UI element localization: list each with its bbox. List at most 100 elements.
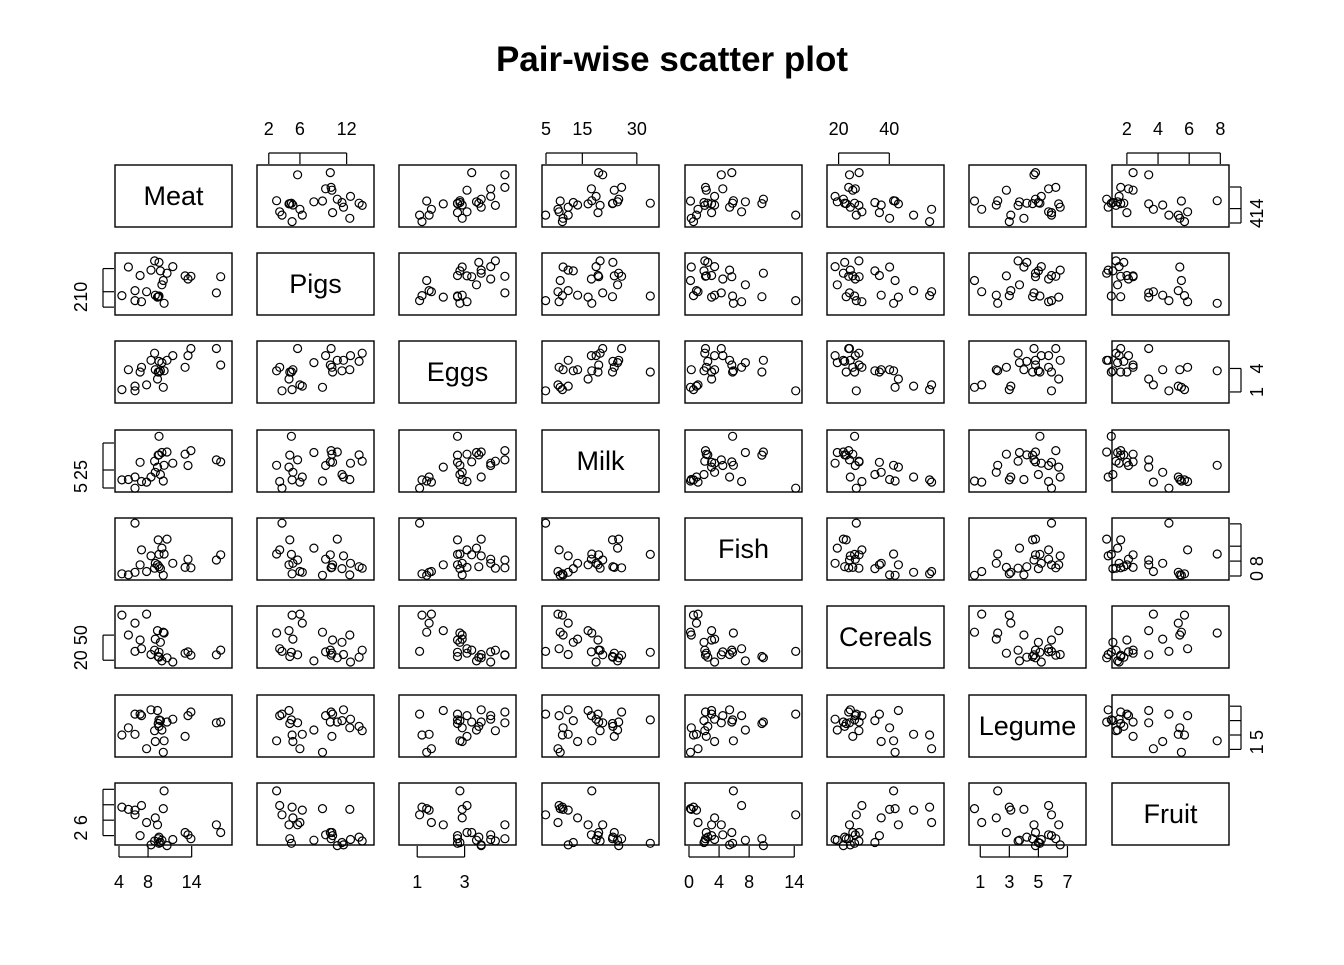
point-meat-milk-10 bbox=[558, 213, 568, 223]
point-fish-legume-24 bbox=[1004, 569, 1014, 579]
point-milk-legume-1 bbox=[1013, 456, 1023, 466]
point-fruit-milk-1 bbox=[595, 836, 605, 846]
point-eggs-legume-5 bbox=[1030, 355, 1041, 365]
point-pigs-milk-6 bbox=[563, 265, 573, 275]
point-fish-fruit-5 bbox=[1102, 534, 1112, 544]
point-cereals-pigs-17 bbox=[297, 618, 307, 628]
point-fish-fruit-23 bbox=[1114, 558, 1124, 568]
point-eggs-cereals-14 bbox=[841, 367, 851, 377]
point-fish-meat-20 bbox=[180, 562, 190, 573]
point-milk-pigs-13 bbox=[354, 450, 364, 460]
point-cereals-pigs-6 bbox=[338, 649, 349, 660]
point-fish-meat-11 bbox=[186, 563, 196, 573]
point-fish-legume-7 bbox=[1035, 549, 1045, 560]
point-cereals-meat-24 bbox=[117, 610, 127, 620]
point-legume-fish-6 bbox=[724, 705, 735, 715]
point-milk-cereals-4 bbox=[870, 469, 880, 480]
point-fruit-legume-1 bbox=[1013, 836, 1023, 846]
point-eggs-fruit-8 bbox=[1128, 360, 1138, 370]
point-fish-cereals-24 bbox=[924, 569, 935, 579]
point-pigs-fish-17 bbox=[691, 286, 702, 296]
point-cereals-eggs-16 bbox=[415, 646, 425, 657]
point-legume-fish-18 bbox=[736, 710, 747, 721]
point-pigs-eggs-24 bbox=[417, 291, 427, 301]
point-legume-fruit-22 bbox=[1144, 705, 1154, 716]
point-fruit-eggs-11 bbox=[500, 834, 510, 844]
point-fish-milk-18 bbox=[554, 545, 564, 555]
point-fish-legume-22 bbox=[1054, 560, 1064, 570]
point-legume-fish-22 bbox=[706, 705, 717, 716]
point-pigs-meat-19 bbox=[157, 280, 167, 290]
point-eggs-milk-9 bbox=[587, 366, 597, 376]
panel-fish-vs-cereals bbox=[826, 517, 945, 581]
point-legume-pigs-18 bbox=[275, 710, 285, 721]
point-eggs-meat-11 bbox=[186, 343, 196, 354]
point-fruit-milk-11 bbox=[616, 834, 627, 844]
point-milk-meat-16 bbox=[130, 483, 140, 493]
tick-label-right-fish-1: 8 bbox=[1247, 556, 1267, 566]
point-eggs-pigs-0 bbox=[317, 382, 328, 392]
point-eggs-fruit-14 bbox=[1116, 367, 1126, 377]
point-pigs-legume-9 bbox=[993, 298, 1003, 308]
point-cereals-fruit-23 bbox=[1114, 657, 1124, 667]
point-fruit-cereals-16 bbox=[851, 810, 861, 820]
point-meat-fruit-21 bbox=[1144, 170, 1154, 180]
point-cereals-eggs-17 bbox=[424, 618, 434, 628]
point-fruit-legume-24 bbox=[1004, 802, 1014, 812]
point-milk-eggs-11 bbox=[500, 446, 510, 456]
point-cereals-meat-18 bbox=[136, 644, 147, 654]
point-cereals-fish-23 bbox=[709, 657, 720, 667]
panel-eggs-vs-pigs bbox=[256, 340, 375, 404]
point-meat-legume-10 bbox=[1019, 213, 1029, 223]
point-eggs-fruit-11 bbox=[1116, 343, 1126, 354]
point-meat-eggs-15 bbox=[452, 208, 463, 218]
point-legume-pigs-12 bbox=[288, 736, 298, 747]
point-fruit-eggs-24 bbox=[417, 802, 427, 812]
point-fish-milk-17 bbox=[563, 567, 573, 577]
point-pigs-meat-20 bbox=[180, 271, 190, 281]
panel-eggs-vs-milk bbox=[541, 340, 660, 404]
point-legume-pigs-10 bbox=[345, 723, 355, 733]
point-milk-eggs-21 bbox=[500, 455, 510, 465]
point-cereals-meat-17 bbox=[130, 618, 140, 628]
point-milk-meat-18 bbox=[136, 476, 147, 487]
point-milk-eggs-6 bbox=[476, 472, 486, 482]
point-fish-milk-5 bbox=[614, 534, 624, 544]
point-milk-cereals-7 bbox=[849, 431, 860, 441]
point-fish-meat-13 bbox=[154, 562, 164, 572]
point-fish-legume-12 bbox=[991, 558, 1001, 568]
point-fish-eggs-23 bbox=[486, 558, 496, 568]
point-meat-milk-12 bbox=[572, 200, 583, 210]
point-legume-fish-4 bbox=[699, 715, 709, 726]
point-fruit-cereals-7 bbox=[849, 838, 860, 848]
point-cereals-fruit-15 bbox=[1122, 635, 1132, 645]
point-meat-milk-21 bbox=[598, 170, 608, 180]
point-eggs-meat-8 bbox=[216, 360, 226, 370]
point-pigs-legume-24 bbox=[1004, 291, 1014, 301]
point-fruit-pigs-18 bbox=[275, 800, 285, 811]
point-fruit-milk-22 bbox=[583, 820, 593, 830]
point-legume-milk-24 bbox=[557, 730, 568, 740]
point-fruit-legume-12 bbox=[991, 813, 1001, 823]
point-fish-pigs-5 bbox=[332, 534, 342, 544]
point-pigs-eggs-20 bbox=[462, 271, 472, 281]
point-meat-legume-24 bbox=[1004, 217, 1014, 227]
point-eggs-meat-22 bbox=[152, 374, 163, 384]
point-pigs-legume-21 bbox=[1029, 288, 1039, 298]
point-eggs-cereals-24 bbox=[924, 385, 935, 395]
point-meat-legume-2 bbox=[1043, 184, 1054, 194]
point-meat-eggs-23 bbox=[486, 191, 496, 201]
point-legume-eggs-19 bbox=[471, 725, 482, 735]
tick-label-bottom-fish-1: 4 bbox=[714, 872, 724, 892]
point-cereals-fish-20 bbox=[701, 648, 711, 658]
point-fruit-legume-3 bbox=[977, 817, 987, 828]
point-meat-pigs-23 bbox=[345, 191, 356, 201]
point-fruit-cereals-13 bbox=[840, 832, 850, 842]
point-pigs-eggs-23 bbox=[486, 262, 496, 272]
point-fish-eggs-14 bbox=[452, 535, 463, 545]
point-pigs-eggs-10 bbox=[457, 262, 467, 272]
point-meat-fruit-9 bbox=[1212, 196, 1222, 206]
point-legume-fish-24 bbox=[688, 730, 699, 740]
point-cereals-meat-12 bbox=[150, 634, 160, 644]
point-pigs-fish-16 bbox=[791, 296, 801, 306]
